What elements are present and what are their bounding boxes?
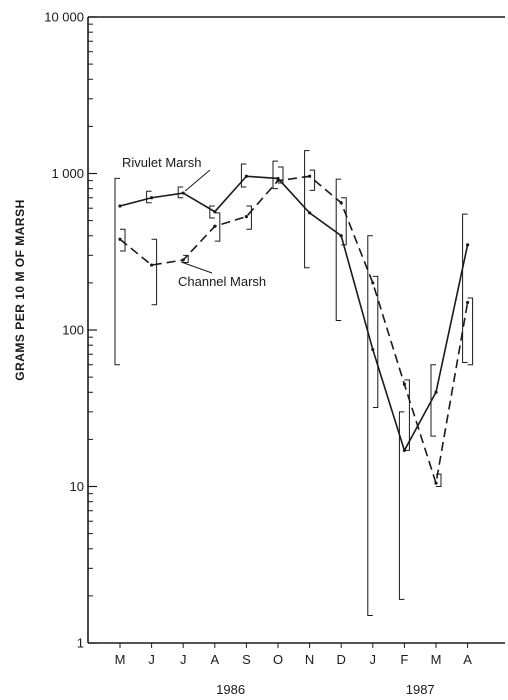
error-bar	[240, 163, 247, 188]
series-channel-marsh	[118, 166, 474, 487]
data-point	[118, 204, 122, 208]
data-point	[150, 263, 154, 267]
error-bar	[120, 228, 126, 252]
data-point	[466, 243, 470, 247]
leader-line	[184, 169, 211, 192]
error-bar	[146, 190, 152, 204]
leader-line	[181, 261, 213, 274]
y-tick-label: 100	[62, 323, 84, 338]
data-point	[181, 258, 185, 262]
data-point	[402, 382, 406, 386]
error-bar	[209, 205, 215, 219]
x-tick-label: M	[115, 652, 126, 667]
data-point	[244, 215, 248, 219]
x-tick-label: J	[370, 652, 377, 667]
error-bar	[436, 473, 442, 487]
data-point	[276, 176, 280, 181]
series-labels: Rivulet Marsh Channel Marsh	[122, 155, 266, 289]
error-bar	[114, 177, 120, 366]
x-tick-label: D	[337, 652, 346, 667]
data-point	[150, 196, 154, 200]
legend-label-channel-marsh: Channel Marsh	[178, 274, 266, 289]
error-bar	[398, 411, 405, 600]
data-point	[213, 224, 217, 228]
data-point	[339, 201, 343, 205]
error-bar	[214, 212, 221, 242]
error-bar	[151, 238, 158, 306]
y-axis-ticks: 1 10 100 1 000 10 000	[44, 10, 97, 651]
data-point	[434, 481, 438, 485]
y-axis-label: GRAMS PER 10 M OF MARSH	[13, 199, 27, 381]
data-point	[308, 174, 312, 178]
x-tick-label: J	[148, 652, 155, 667]
series-line	[119, 175, 469, 453]
x-tick-label: M	[431, 652, 442, 667]
x-axis-ticks: M J J A S O N D J F M A 1986 1987	[115, 643, 472, 697]
error-bar	[278, 166, 284, 184]
error-bar	[309, 169, 316, 191]
y-tick-label: 1 000	[51, 166, 84, 181]
data-point	[308, 211, 312, 215]
y-tick-label: 1	[77, 636, 84, 651]
year-label: 1986	[216, 682, 245, 697]
error-bar	[372, 275, 379, 408]
year-label: 1987	[406, 682, 435, 697]
series-layer	[114, 150, 474, 616]
x-tick-label: J	[180, 652, 187, 667]
x-tick-label: F	[400, 652, 408, 667]
data-point	[276, 179, 280, 183]
series-line	[119, 175, 469, 484]
x-tick-label: A	[210, 652, 219, 667]
error-bar	[341, 197, 347, 246]
error-bar	[246, 205, 252, 230]
y-tick-label: 10 000	[44, 10, 84, 25]
plot-frame	[87, 16, 505, 644]
data-point	[244, 174, 248, 178]
data-point	[434, 390, 438, 394]
x-tick-label: O	[273, 652, 283, 667]
x-tick-label: N	[305, 652, 314, 667]
error-bar	[272, 160, 278, 190]
x-tick-label: S	[242, 652, 251, 667]
data-point	[118, 237, 122, 241]
data-point	[339, 234, 343, 238]
error-bar	[335, 178, 342, 322]
error-bar	[183, 254, 189, 263]
x-tick-label: A	[463, 652, 472, 667]
error-bar	[462, 213, 468, 363]
data-point	[181, 191, 185, 195]
error-bar	[177, 186, 184, 199]
legend-label-rivulet-marsh: Rivulet Marsh	[122, 155, 201, 170]
error-bar	[404, 379, 410, 451]
error-bar	[467, 297, 474, 366]
data-point	[371, 347, 375, 352]
y-tick-label: 10	[70, 479, 84, 494]
series-rivulet-marsh	[114, 150, 470, 616]
data-point	[371, 281, 375, 285]
error-bar	[367, 235, 373, 616]
data-point	[466, 300, 470, 305]
error-bar	[304, 150, 310, 269]
